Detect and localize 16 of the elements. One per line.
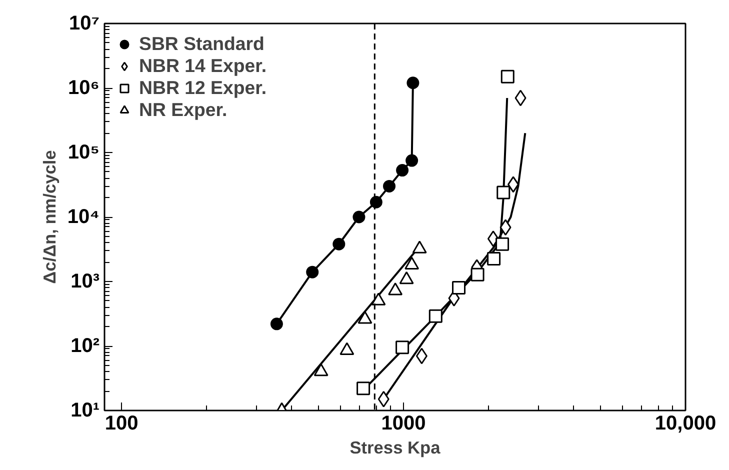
y-tick-label: 10⁴: [67, 206, 100, 228]
legend-label: NBR 12 Exper.: [139, 77, 267, 99]
legend-label: SBR Standard: [139, 33, 264, 55]
x-tick-label: 100: [104, 412, 138, 434]
x-tick-label: 10,000: [654, 412, 716, 434]
y-tick-label: 10²: [70, 335, 100, 357]
y-axis-title: Δc/Δn, nm/cycle: [39, 150, 60, 284]
y-tick-label: 10⁵: [68, 142, 100, 164]
y-tick-label: 10¹: [70, 400, 100, 422]
y-tick-label: 10³: [70, 270, 100, 292]
y-tick-label: 10⁶: [68, 77, 100, 99]
legend-label: NBR 14 Exper.: [139, 55, 267, 77]
legend-label: NR Exper.: [139, 99, 228, 121]
x-axis-title: Stress Kpa: [350, 438, 441, 458]
y-tick-label: 10⁷: [69, 12, 100, 34]
x-tick-label: 1000: [381, 412, 426, 434]
